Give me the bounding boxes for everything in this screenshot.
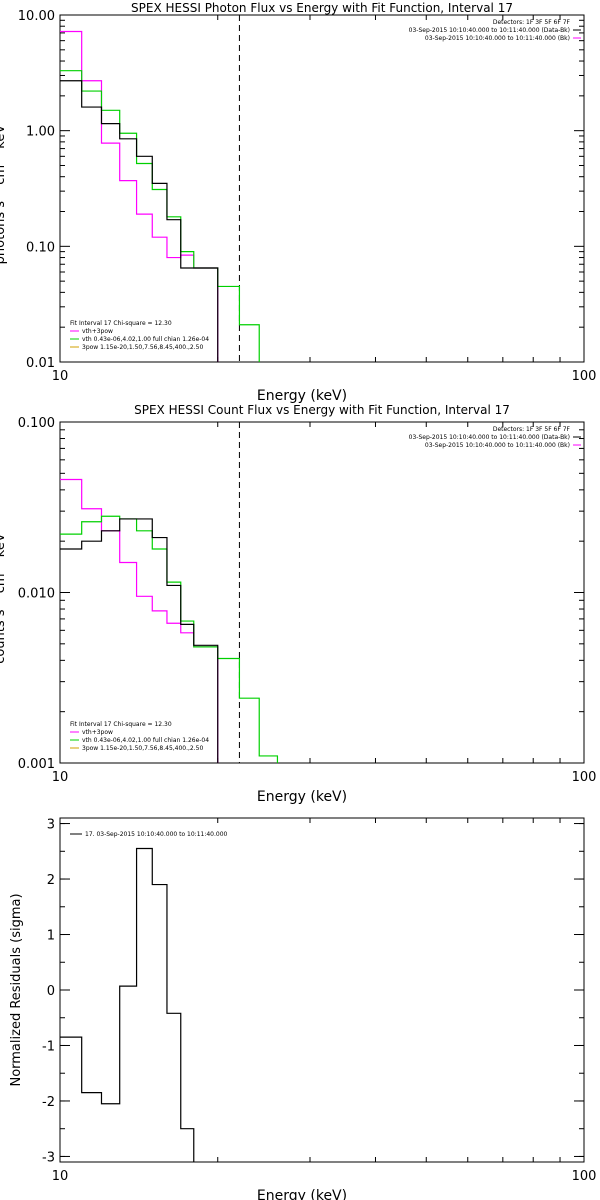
legend-entry: vth+3pow	[82, 729, 113, 736]
y-tick-label: 0.001	[18, 757, 55, 772]
y-axis-label: counts s⁻¹ cm⁻² keV⁻¹	[0, 521, 8, 664]
x-tick-label: 10	[52, 1169, 69, 1184]
legend-header: Fit Interval 17 Chi-square = 12.30	[70, 721, 172, 728]
info-text: 03-Sep-2015 10:10:40.000 to 10:11:40.000…	[409, 27, 570, 34]
y-tick-label: 0	[47, 984, 55, 999]
chart-title: SPEX HESSI Photon Flux vs Energy with Fi…	[131, 1, 513, 15]
info-text: 03-Sep-2015 10:10:40.000 to 10:11:40.000…	[425, 442, 570, 449]
chart-panel-1: SPEX HESSI Photon Flux vs Energy with Fi…	[0, 1, 597, 404]
y-tick-label: 10.00	[18, 9, 55, 24]
plot-frame	[59, 817, 585, 1163]
series-line-1	[60, 847, 195, 1162]
y-tick-label: -3	[42, 1150, 55, 1165]
chart-panel-3: 10 100 Energy (keV) -3 -2 -1 0 1 2 3 Normalized Re…	[9, 817, 597, 1200]
data-area	[60, 847, 195, 1162]
y-tick-label: 0.10	[26, 240, 55, 255]
info-text: 03-Sep-2015 10:10:40.000 to 10:11:40.000…	[425, 35, 570, 42]
x-tick-label: 100	[572, 369, 597, 384]
legend-entry: vth 0.43e-06,4.02,1.00 full chian 1.26e-…	[82, 737, 209, 744]
info-text: Detectors: 1F 3F 5F 6F 7F	[493, 19, 571, 26]
x-tick-label: 100	[572, 1169, 597, 1184]
x-axis-label: Energy (keV)	[257, 388, 347, 404]
y-tick-label: 3	[47, 818, 55, 833]
info-text: Detectors: 1F 3F 5F 6F 7F	[493, 426, 571, 433]
y-axis-label: photons s⁻¹ cm⁻² keV⁻¹	[0, 113, 8, 265]
series-line-3	[60, 518, 219, 763]
data-area	[60, 422, 279, 763]
legend-entry: vth+3pow	[82, 328, 113, 335]
y-tick-label: -2	[42, 1095, 55, 1110]
y-tick-label: 0.01	[26, 356, 55, 371]
y-tick-label: 0.100	[18, 416, 55, 431]
info-text: 03-Sep-2015 10:10:40.000 to 10:11:40.000…	[409, 434, 570, 441]
series-line-3	[60, 80, 219, 362]
legend-header: Fit Interval 17 Chi-square = 12.30	[70, 320, 172, 327]
y-tick-label: 1.00	[26, 125, 55, 140]
y-axis-label: Normalized Residuals (sigma)	[9, 893, 24, 1086]
legend-entry: vth 0.43e-06,4.02,1.00 full chian 1.26e-…	[82, 336, 209, 343]
series-line-2	[60, 515, 279, 763]
plot-frame	[59, 14, 585, 363]
legend-entry: 3pow 1.15e-20,1.50,7.56,8.45,400.,2.50	[82, 745, 203, 752]
data-area	[60, 15, 260, 362]
legend-entry: 3pow 1.15e-20,1.50,7.56,8.45,400.,2.50	[82, 344, 203, 351]
legend-entry: 17. 03-Sep-2015 10:10:40.000 to 10:11:40…	[85, 831, 228, 838]
series-line-1	[60, 30, 219, 362]
x-axis-label: Energy (keV)	[257, 1188, 347, 1200]
plot-frame	[59, 421, 585, 764]
y-tick-label: 1	[47, 929, 55, 944]
x-axis-label: Energy (keV)	[257, 789, 347, 805]
chart-panel-2: SPEX HESSI Count Flux vs Energy with Fit…	[0, 403, 597, 805]
y-tick-label: -1	[42, 1039, 55, 1054]
x-tick-label: 10	[52, 770, 69, 785]
chart-title: SPEX HESSI Count Flux vs Energy with Fit…	[134, 403, 510, 417]
x-tick-label: 100	[572, 770, 597, 785]
y-tick-label: 2	[47, 873, 55, 888]
y-tick-label: 0.010	[18, 587, 55, 602]
x-tick-label: 10	[52, 369, 69, 384]
